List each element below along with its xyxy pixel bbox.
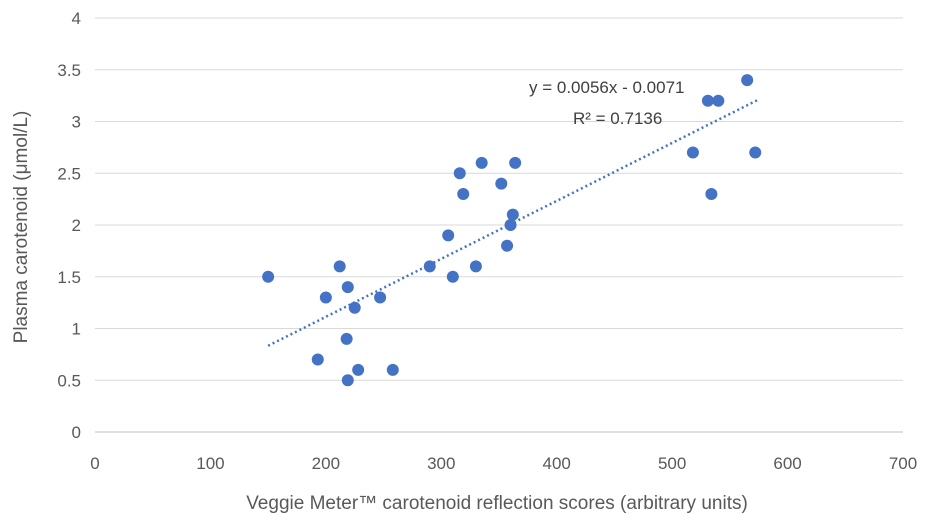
x-tick-label: 600 <box>773 454 801 473</box>
x-tick-label: 300 <box>427 454 455 473</box>
y-tick-label: 4 <box>72 9 81 28</box>
y-tick-label: 1 <box>72 320 81 339</box>
y-tick-label: 2 <box>72 216 81 235</box>
data-point <box>423 260 436 273</box>
data-point <box>348 301 361 314</box>
data-point <box>453 167 466 180</box>
data-point <box>442 229 455 242</box>
x-tick-label: 200 <box>312 454 340 473</box>
x-tick-label: 100 <box>196 454 224 473</box>
y-tick-label: 2.5 <box>57 164 81 183</box>
data-point <box>501 239 514 252</box>
data-point <box>749 146 762 159</box>
x-tick-label: 0 <box>90 454 99 473</box>
data-point <box>705 187 718 200</box>
data-point <box>509 156 522 169</box>
data-point <box>386 363 399 376</box>
data-point <box>262 270 275 283</box>
x-axis-ticks: 0 100 200 300 400 500 600 700 <box>90 454 917 473</box>
data-point <box>504 219 517 231</box>
data-point <box>340 332 353 345</box>
data-point <box>712 94 725 107</box>
x-tick-label: 400 <box>543 454 571 473</box>
data-point <box>475 156 488 169</box>
y-axis-label: Plasma carotenoid (μmol/L) <box>11 111 32 344</box>
data-point <box>341 281 354 294</box>
y-tick-label: 0.5 <box>57 371 81 390</box>
data-point <box>469 260 482 273</box>
data-point <box>341 374 354 387</box>
data-point <box>506 208 519 221</box>
y-tick-label: 0 <box>72 423 81 442</box>
y-tick-label: 3 <box>72 113 81 132</box>
data-point <box>319 291 332 304</box>
data-point <box>333 260 346 273</box>
y-tick-label: 1.5 <box>57 268 81 287</box>
x-tick-label: 700 <box>889 454 917 473</box>
data-point <box>352 363 365 376</box>
data-point <box>374 291 387 304</box>
data-point <box>701 94 714 107</box>
data-point <box>446 270 459 283</box>
data-point <box>311 353 324 366</box>
trendline-equation: y = 0.0056x - 0.0071 <box>529 78 684 97</box>
data-point <box>457 187 470 200</box>
y-axis-ticks: 0 0.5 1 1.5 2 2.5 3 3.5 4 <box>57 9 81 442</box>
data-points <box>262 74 762 387</box>
x-axis-label: Veggie Meter™ carotenoid reflection scor… <box>246 493 748 514</box>
data-point <box>686 146 699 159</box>
data-point <box>741 74 754 87</box>
y-tick-label: 3.5 <box>57 61 81 80</box>
data-point <box>495 177 508 190</box>
gridlines <box>95 17 903 433</box>
r-squared-label: R² = 0.7136 <box>573 109 662 128</box>
x-tick-label: 500 <box>658 454 686 473</box>
